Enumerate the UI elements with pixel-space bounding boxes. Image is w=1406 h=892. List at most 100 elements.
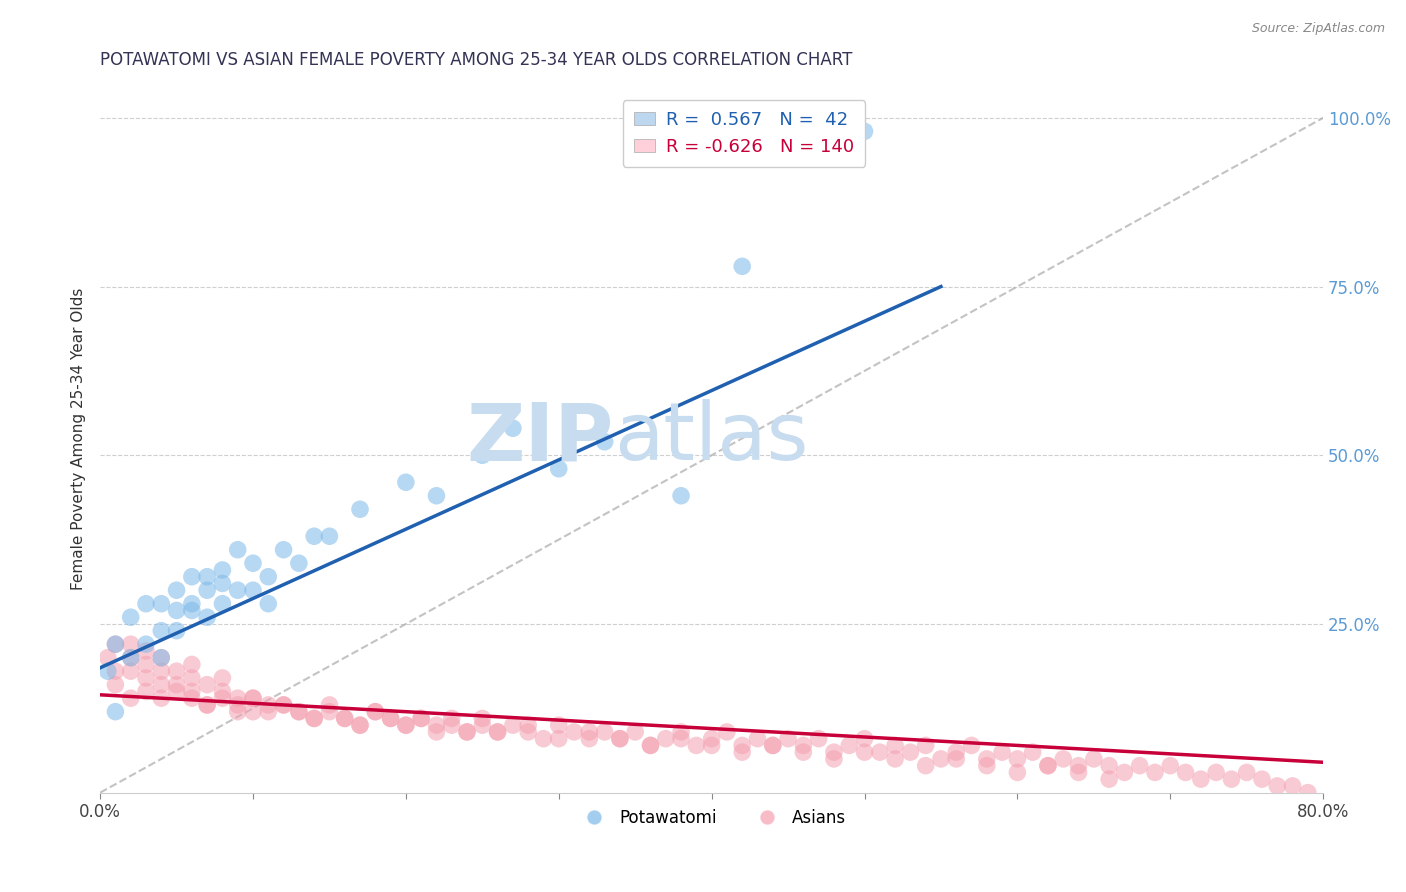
Text: ZIP: ZIP xyxy=(467,400,614,477)
Asians xyxy=(778,731,800,746)
Asians xyxy=(716,725,738,739)
Asians xyxy=(593,725,616,739)
Potawatomi xyxy=(395,475,418,490)
Asians xyxy=(120,637,142,651)
Potawatomi xyxy=(547,462,569,476)
Asians xyxy=(302,711,325,725)
Asians xyxy=(731,739,754,753)
Potawatomi xyxy=(180,570,202,584)
Asians xyxy=(1007,765,1029,780)
Asians xyxy=(1007,752,1029,766)
Asians xyxy=(364,705,387,719)
Asians xyxy=(242,691,264,706)
Asians xyxy=(1036,758,1059,772)
Potawatomi xyxy=(150,597,173,611)
Asians xyxy=(257,698,280,712)
Asians xyxy=(517,725,540,739)
Asians xyxy=(411,711,433,725)
Potawatomi xyxy=(195,583,218,598)
Potawatomi xyxy=(273,542,295,557)
Asians xyxy=(104,637,127,651)
Asians xyxy=(547,731,569,746)
Asians xyxy=(226,698,249,712)
Potawatomi xyxy=(180,597,202,611)
Asians xyxy=(180,657,202,672)
Asians xyxy=(1189,772,1212,786)
Asians xyxy=(104,678,127,692)
Asians xyxy=(685,739,707,753)
Asians xyxy=(211,671,233,685)
Asians xyxy=(288,705,311,719)
Potawatomi xyxy=(257,570,280,584)
Asians xyxy=(395,718,418,732)
Asians xyxy=(747,731,769,746)
Asians xyxy=(1236,765,1258,780)
Asians xyxy=(533,731,555,746)
Potawatomi xyxy=(150,650,173,665)
Potawatomi xyxy=(226,583,249,598)
Asians xyxy=(823,745,845,759)
Asians xyxy=(624,725,647,739)
Asians xyxy=(762,739,785,753)
Asians xyxy=(640,739,662,753)
Potawatomi xyxy=(471,448,494,462)
Asians xyxy=(180,691,202,706)
Asians xyxy=(456,725,478,739)
Asians xyxy=(318,705,340,719)
Asians xyxy=(502,718,524,732)
Potawatomi xyxy=(135,637,157,651)
Y-axis label: Female Poverty Among 25-34 Year Olds: Female Poverty Among 25-34 Year Olds xyxy=(72,287,86,590)
Asians xyxy=(166,678,188,692)
Potawatomi xyxy=(150,624,173,638)
Asians xyxy=(547,718,569,732)
Asians xyxy=(945,752,967,766)
Asians xyxy=(976,752,998,766)
Asians xyxy=(135,657,157,672)
Asians xyxy=(898,745,921,759)
Asians xyxy=(333,711,356,725)
Potawatomi xyxy=(120,610,142,624)
Asians xyxy=(1067,758,1090,772)
Text: POTAWATOMI VS ASIAN FEMALE POVERTY AMONG 25-34 YEAR OLDS CORRELATION CHART: POTAWATOMI VS ASIAN FEMALE POVERTY AMONG… xyxy=(100,51,852,69)
Asians xyxy=(517,718,540,732)
Asians xyxy=(135,644,157,658)
Asians xyxy=(471,718,494,732)
Asians xyxy=(242,691,264,706)
Potawatomi xyxy=(226,542,249,557)
Asians xyxy=(97,650,120,665)
Potawatomi xyxy=(502,421,524,435)
Asians xyxy=(120,691,142,706)
Potawatomi xyxy=(242,583,264,598)
Asians xyxy=(150,691,173,706)
Asians xyxy=(273,698,295,712)
Asians xyxy=(195,678,218,692)
Potawatomi xyxy=(242,556,264,570)
Asians xyxy=(853,745,876,759)
Asians xyxy=(349,718,371,732)
Asians xyxy=(609,731,631,746)
Potawatomi xyxy=(166,603,188,617)
Asians xyxy=(792,745,814,759)
Asians xyxy=(1174,765,1197,780)
Asians xyxy=(166,684,188,698)
Text: atlas: atlas xyxy=(614,400,808,477)
Potawatomi xyxy=(257,597,280,611)
Asians xyxy=(1067,765,1090,780)
Asians xyxy=(669,731,692,746)
Asians xyxy=(440,718,463,732)
Asians xyxy=(929,752,952,766)
Potawatomi xyxy=(120,650,142,665)
Asians xyxy=(180,684,202,698)
Asians xyxy=(640,739,662,753)
Asians xyxy=(380,711,402,725)
Potawatomi xyxy=(166,583,188,598)
Asians xyxy=(486,725,509,739)
Asians xyxy=(884,752,907,766)
Asians xyxy=(333,711,356,725)
Asians xyxy=(1098,758,1121,772)
Asians xyxy=(960,739,983,753)
Asians xyxy=(838,739,860,753)
Potawatomi xyxy=(318,529,340,543)
Asians xyxy=(318,698,340,712)
Asians xyxy=(273,698,295,712)
